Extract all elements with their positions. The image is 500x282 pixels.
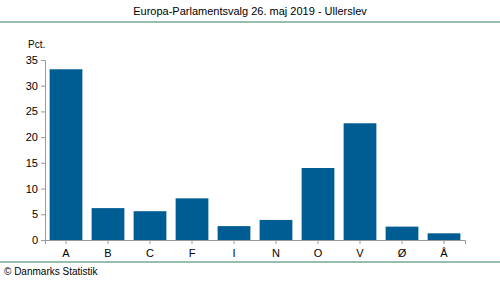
bar	[260, 220, 293, 240]
y-axis-line	[41, 61, 46, 241]
y-tick-label: 30	[26, 80, 38, 92]
header-rule	[0, 22, 500, 23]
x-tick-mark	[444, 240, 445, 244]
x-tick: C	[146, 240, 154, 259]
y-label: Pct.	[28, 39, 45, 50]
y-tick: 35	[26, 54, 45, 66]
x-tick-mark	[108, 240, 109, 244]
x-tick-mark	[276, 240, 277, 244]
x-tick-label: Å	[440, 247, 448, 259]
x-tick-label: C	[146, 247, 154, 259]
y-tick-mark	[41, 214, 45, 215]
y-tick: 5	[32, 208, 45, 220]
title: Europa-Parlamentsvalg 26. maj 2019 - Ull…	[133, 5, 367, 17]
bar	[386, 227, 419, 240]
y-tick-label: 5	[32, 208, 38, 220]
x-tick: Ø	[398, 240, 407, 259]
x-tick-mark	[318, 240, 319, 244]
y-tick-mark	[41, 111, 45, 112]
y-axis: 0 5 10 15 20 25 30 35	[26, 54, 46, 246]
y-tick-label: 0	[32, 234, 38, 246]
x-axis: ABCFINOVØÅ	[46, 240, 466, 259]
y-tick-label: 15	[26, 157, 38, 169]
x-tick-mark	[192, 240, 193, 244]
x-tick: F	[189, 240, 196, 259]
x-tick-mark	[150, 240, 151, 244]
bar	[176, 198, 209, 240]
x-tick: V	[356, 240, 364, 259]
bar	[218, 226, 251, 240]
x-tick: Å	[440, 240, 448, 259]
y-tick-mark	[41, 240, 45, 241]
y-tick: 10	[26, 183, 45, 195]
chart: Europa-Parlamentsvalg 26. maj 2019 - Ull…	[0, 0, 500, 282]
y-tick-mark	[41, 86, 45, 87]
x-tick-mark	[234, 240, 235, 244]
y-tick: 0	[32, 234, 45, 246]
bar	[134, 211, 167, 240]
y-tick-label: 10	[26, 183, 38, 195]
x-tick-label: Ø	[398, 247, 407, 259]
x-tick-mark	[360, 240, 361, 244]
x-tick-mark	[66, 240, 67, 244]
x-tick-label: V	[356, 247, 364, 259]
y-tick-mark	[41, 163, 45, 164]
x-axis-line	[46, 241, 466, 245]
x-tick: I	[232, 240, 235, 259]
x-tick-label: I	[232, 247, 235, 259]
x-tick: B	[104, 240, 111, 259]
bar	[92, 208, 125, 240]
x-tick-mark	[402, 240, 403, 244]
y-tick-mark	[41, 60, 45, 61]
y-tick-mark	[41, 189, 45, 190]
x-tick-label: N	[272, 247, 280, 259]
bar	[50, 69, 83, 240]
y-tick: 25	[26, 105, 45, 117]
footer-rule	[0, 262, 500, 263]
y-tick-label: 20	[26, 131, 38, 143]
x-tick-label: B	[104, 247, 111, 259]
bar	[344, 123, 377, 240]
y-tick: 20	[26, 131, 45, 143]
y-tick-label: 25	[26, 105, 38, 117]
source: © Danmarks Statistik	[4, 266, 99, 277]
x-tick: A	[62, 240, 70, 259]
y-tick: 15	[26, 157, 45, 169]
bar	[302, 168, 335, 240]
x-tick: N	[272, 240, 280, 259]
bar	[428, 233, 461, 240]
y-tick: 30	[26, 80, 45, 92]
y-tick-label: 35	[26, 54, 38, 66]
bars	[50, 69, 461, 240]
x-tick-label: O	[314, 247, 323, 259]
y-tick-mark	[41, 137, 45, 138]
x-tick-label: F	[189, 247, 196, 259]
x-tick: O	[314, 240, 323, 259]
x-tick-label: A	[62, 247, 70, 259]
